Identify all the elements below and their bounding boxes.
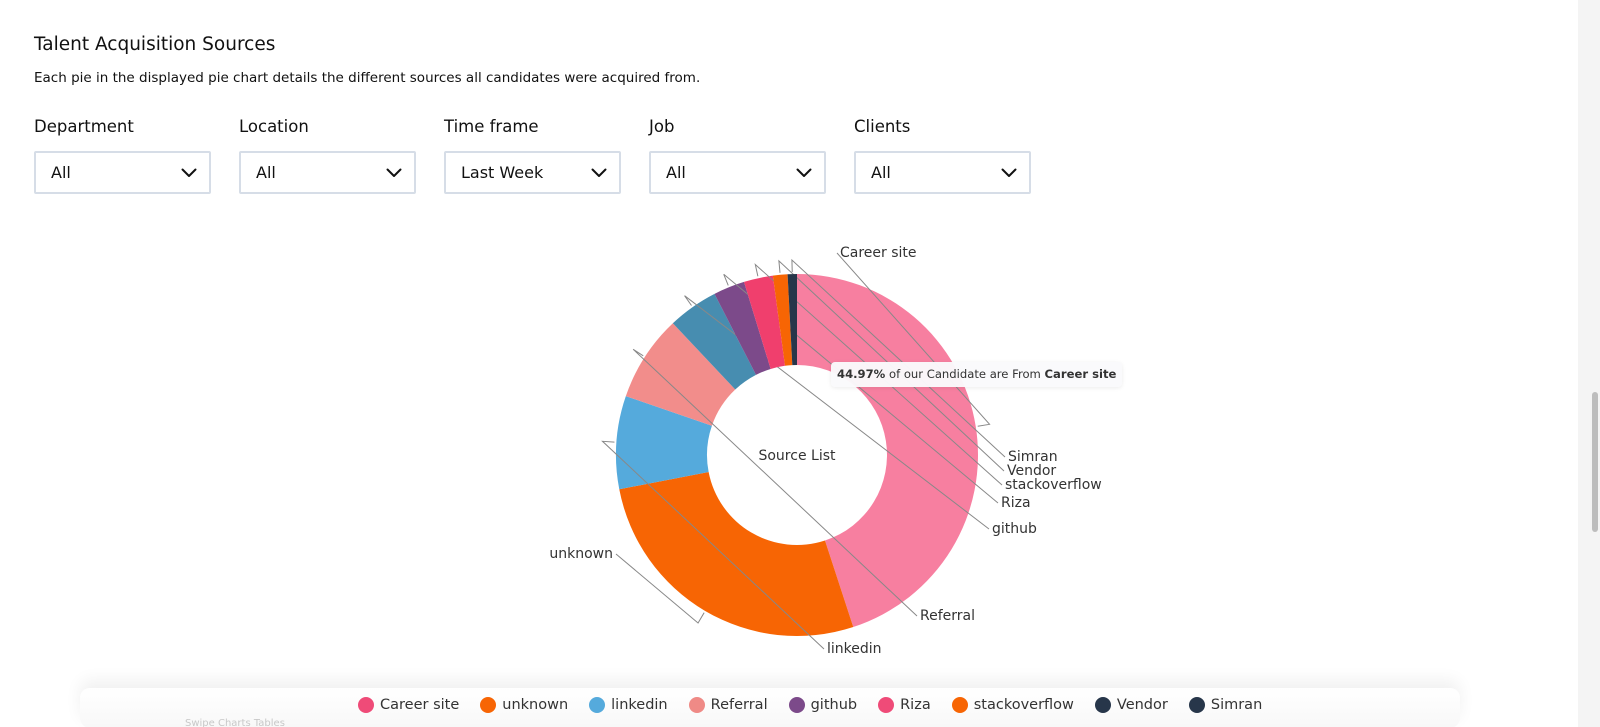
select-value: All xyxy=(256,163,276,182)
legend-swatch xyxy=(878,697,895,713)
time-frame-select[interactable]: Last Week xyxy=(444,151,621,194)
slice-label-riza: Riza xyxy=(1001,495,1031,511)
legend-item-riza[interactable]: Riza xyxy=(878,697,931,713)
filter-job: Job All xyxy=(649,117,826,194)
select-value: Last Week xyxy=(461,163,544,182)
legend-swatch xyxy=(1188,697,1205,713)
chevron-down-icon xyxy=(1001,168,1017,177)
legend-label: github xyxy=(810,697,858,713)
scrollbar-track[interactable] xyxy=(1578,0,1600,727)
legend-swatch xyxy=(1094,697,1111,713)
slice-label-vendor: Vendor xyxy=(1007,463,1056,479)
scrollbar-thumb[interactable] xyxy=(1592,392,1598,532)
legend-label: Vendor xyxy=(1116,697,1168,713)
legend-label: Simran xyxy=(1210,697,1263,713)
filter-department: Department All xyxy=(34,117,211,194)
tooltip-text: of our Candidate are From xyxy=(885,367,1045,381)
legend-label: Career site xyxy=(380,697,460,713)
pie-slice-unknown[interactable] xyxy=(619,472,854,636)
legend-swatch xyxy=(688,697,705,713)
filter-clients: Clients All xyxy=(854,117,1031,194)
chevron-down-icon xyxy=(181,168,197,177)
select-value: All xyxy=(51,163,71,182)
legend-swatch xyxy=(951,697,968,713)
slice-label-stackoverflow: stackoverflow xyxy=(1005,477,1102,493)
chart-tooltip: 44.97% of our Candidate are From Career … xyxy=(831,362,1123,387)
filter-label: Clients xyxy=(854,117,911,136)
slice-label-unknown: unknown xyxy=(549,546,613,562)
location-select[interactable]: All xyxy=(239,151,416,194)
section-title: Talent Acquisition Sources xyxy=(34,34,276,55)
legend-swatch xyxy=(358,697,374,713)
faint-footer-text: Swipe Charts Tables xyxy=(185,718,285,727)
slice-label-github: github xyxy=(992,521,1037,537)
filter-label: Location xyxy=(239,117,309,136)
legend-item-career-site[interactable]: Career site xyxy=(358,697,459,713)
select-value: All xyxy=(871,163,891,182)
filter-time-frame: Time frame Last Week xyxy=(444,117,621,194)
legend-swatch xyxy=(480,697,497,713)
legend-panel xyxy=(80,688,1460,727)
legend-item-unknown[interactable]: unknown xyxy=(480,697,568,713)
filter-label: Department xyxy=(34,117,134,136)
chevron-down-icon xyxy=(796,168,812,177)
legend-item-github[interactable]: github xyxy=(788,697,858,713)
department-select[interactable]: All xyxy=(34,151,211,194)
filter-label: Time frame xyxy=(444,117,539,136)
filter-location: Location All xyxy=(239,117,416,194)
legend-label: Riza xyxy=(900,697,931,713)
slice-label-referral: Referral xyxy=(920,608,975,624)
donut-center-label: Source List xyxy=(758,448,836,464)
legend-label: unknown xyxy=(502,697,569,713)
legend-swatch xyxy=(788,697,805,713)
chevron-down-icon xyxy=(591,168,607,177)
slice-label-simran: Simran xyxy=(1008,449,1058,465)
legend-item-vendor[interactable]: Vendor xyxy=(1094,697,1168,713)
legend-swatch xyxy=(589,697,606,713)
tooltip-source: Career site xyxy=(1044,367,1117,381)
slice-label-linkedin: linkedin xyxy=(827,641,882,657)
legend-item-stackoverflow[interactable]: stackoverflow xyxy=(951,697,1074,713)
legend-label: stackoverflow xyxy=(973,697,1074,713)
section-description: Each pie in the displayed pie chart deta… xyxy=(34,70,701,86)
slice-label-career-site: Career site xyxy=(840,245,917,261)
filter-label: Job xyxy=(649,117,675,136)
clients-select[interactable]: All xyxy=(854,151,1031,194)
tooltip-percent: 44.97% xyxy=(837,367,886,381)
legend-label: Referral xyxy=(710,697,768,713)
legend-label: linkedin xyxy=(611,697,668,713)
job-select[interactable]: All xyxy=(649,151,826,194)
legend-item-referral[interactable]: Referral xyxy=(688,697,768,713)
chart-legend: Career site unknown linkedin Referral github… xyxy=(358,697,1283,713)
chevron-down-icon xyxy=(386,168,402,177)
legend-item-linkedin[interactable]: linkedin xyxy=(589,697,668,713)
select-value: All xyxy=(666,163,686,182)
legend-item-simran[interactable]: Simran xyxy=(1188,697,1263,713)
